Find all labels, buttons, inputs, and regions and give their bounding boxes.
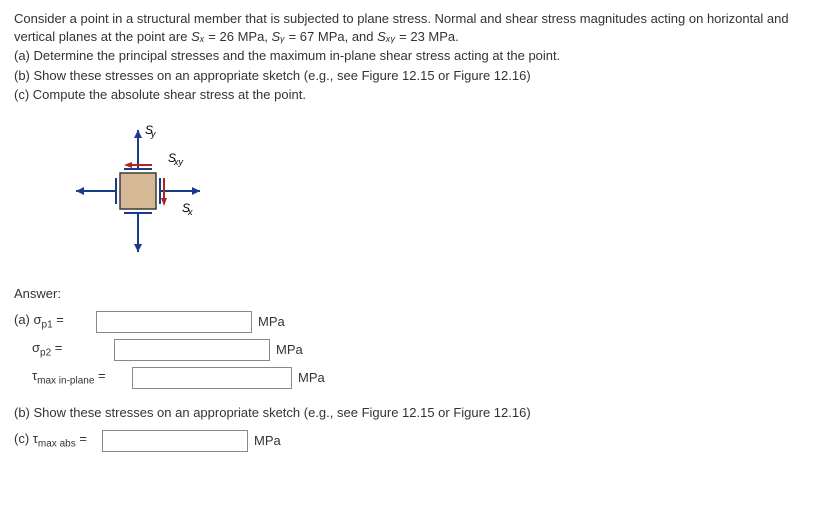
text: = 67 MPa, and [285,29,377,44]
label-tmax-inplane: τmax in-plane = [14,368,132,387]
input-sigma-p2[interactable] [114,339,270,361]
input-tmax-abs[interactable] [102,430,248,452]
input-sigma-p1[interactable] [96,311,252,333]
svg-text:y: y [150,129,156,139]
label-sigma-p2: σp2 = [14,340,114,359]
label-sigma-p1: (a) σp1 = [14,312,96,331]
svg-text:x: x [187,207,193,217]
problem-part-a: (a) Determine the principal stresses and… [14,47,818,65]
unit-mpa: MPa [298,370,325,385]
row-sigma-p2: σp2 = MPa [14,339,818,361]
text: = 26 MPa, [205,29,272,44]
part-b-instruction: (b) Show these stresses on an appropriat… [14,405,818,420]
unit-mpa: MPa [254,433,281,448]
sx-symbol: Sₓ [191,29,205,44]
text: = 23 MPa. [396,29,459,44]
row-sigma-p1: (a) σp1 = MPa [14,311,818,333]
problem-part-c: (c) Compute the absolute shear stress at… [14,86,818,104]
unit-mpa: MPa [276,342,303,357]
svg-text:xy: xy [173,157,184,167]
row-tmax-abs: (c) τmax abs = MPa [14,430,818,452]
row-tmax-inplane: τmax in-plane = MPa [14,367,818,389]
sxy-symbol: Sₓᵧ [377,29,395,44]
problem-part-b: (b) Show these stresses on an appropriat… [14,67,818,85]
problem-line-1: Consider a point in a structural member … [14,10,818,45]
sy-symbol: Sᵧ [272,29,285,44]
input-tmax-inplane[interactable] [132,367,292,389]
stress-element-diagram: S y S xy S x [50,118,818,268]
label-tmax-abs: (c) τmax abs = [14,431,102,450]
problem-statement: Consider a point in a structural member … [14,10,818,104]
unit-mpa: MPa [258,314,285,329]
answer-header: Answer: [14,286,818,301]
